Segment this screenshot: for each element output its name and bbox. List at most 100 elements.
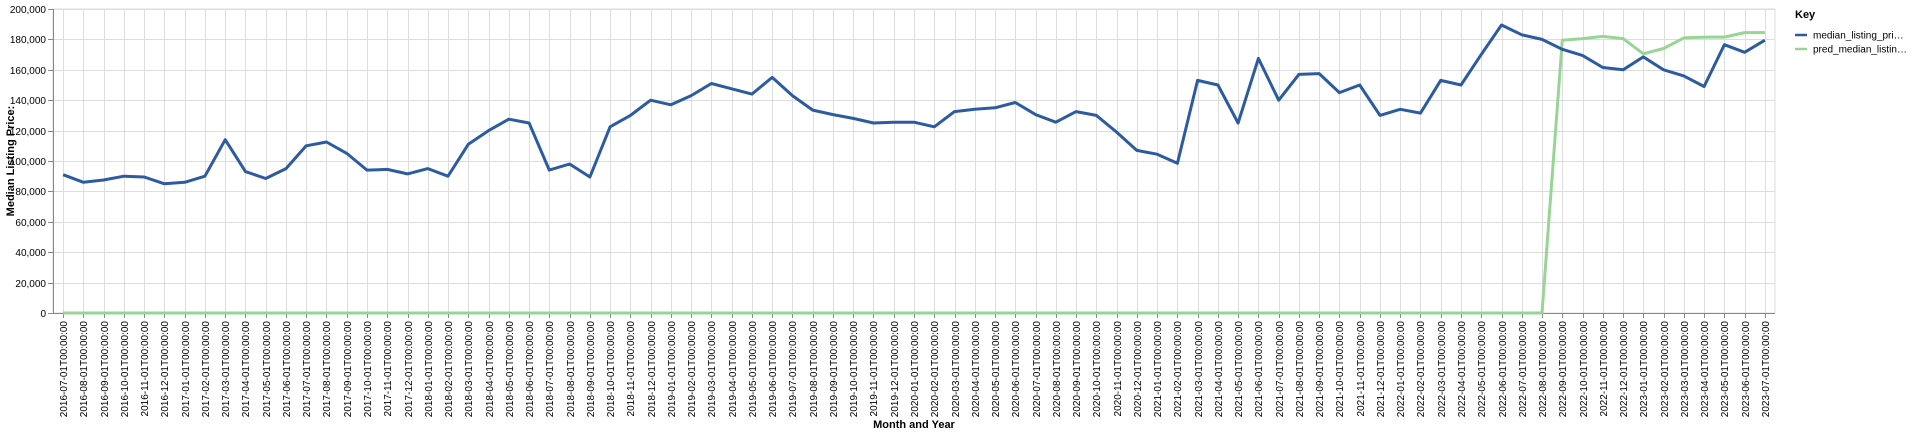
- x-tick-label: 2019-08-01T00:00:00: [809, 321, 820, 418]
- grid: [52, 8, 1776, 314]
- x-tick-label: 2021-07-01T00:00:00: [1275, 321, 1286, 418]
- x-tick-label: 2020-12-01T00:00:00: [1133, 321, 1144, 418]
- x-tick-label: 2017-10-01T00:00:00: [363, 321, 374, 418]
- x-tick-label: 2017-09-01T00:00:00: [343, 321, 354, 418]
- x-tick-label: 2017-11-01T00:00:00: [383, 321, 394, 417]
- y-tick-label: 80,000: [15, 187, 46, 198]
- x-axis-title: Month and Year: [873, 419, 955, 431]
- x-tick-label: 2019-03-01T00:00:00: [707, 321, 718, 418]
- x-tick-label: 2020-08-01T00:00:00: [1052, 321, 1063, 418]
- x-tick-label: 2016-08-01T00:00:00: [79, 321, 90, 418]
- x-tick-label: 2020-05-01T00:00:00: [991, 321, 1002, 418]
- x-tick-label: 2016-07-01T00:00:00: [59, 321, 70, 418]
- x-tick-label: 2022-09-01T00:00:00: [1558, 321, 1569, 418]
- x-tick-label: 2023-07-01T00:00:00: [1761, 321, 1772, 418]
- x-tick-label: 2017-08-01T00:00:00: [322, 321, 333, 418]
- x-tick-label: 2019-02-01T00:00:00: [687, 321, 698, 418]
- x-tick-label: 2022-03-01T00:00:00: [1437, 321, 1448, 418]
- x-tick-label: 2017-03-01T00:00:00: [221, 321, 232, 418]
- x-tick-label: 2018-04-01T00:00:00: [485, 321, 496, 418]
- y-axis-title: Median Listing Price:: [5, 106, 17, 217]
- x-tick-label: 2020-10-01T00:00:00: [1092, 321, 1103, 418]
- x-tick-label: 2017-05-01T00:00:00: [262, 321, 273, 418]
- y-tick-label: 120,000: [10, 127, 47, 138]
- x-tick-label: 2022-01-01T00:00:00: [1396, 321, 1407, 418]
- x-tick-label: 2018-10-01T00:00:00: [606, 321, 617, 418]
- y-tick-label: 200,000: [10, 5, 47, 16]
- x-tick-label: 2023-06-01T00:00:00: [1741, 321, 1752, 418]
- y-tick-label: 60,000: [15, 218, 46, 229]
- x-tick-label: 2022-07-01T00:00:00: [1518, 321, 1529, 418]
- x-tick-label: 2017-01-01T00:00:00: [181, 321, 192, 418]
- x-tick-label: 2016-10-01T00:00:00: [120, 321, 131, 418]
- y-tick-label: 20,000: [15, 279, 46, 290]
- legend-label: median_listing_pri…: [1813, 31, 1904, 42]
- x-tick-label: 2020-03-01T00:00:00: [951, 321, 962, 418]
- x-tick-label: 2020-07-01T00:00:00: [1032, 321, 1043, 418]
- x-tick-label: 2018-05-01T00:00:00: [505, 321, 516, 418]
- x-tick-label: 2016-09-01T00:00:00: [100, 321, 111, 418]
- x-tick-label: 2023-02-01T00:00:00: [1660, 321, 1671, 418]
- legend-label: pred_median_listin…: [1813, 45, 1907, 56]
- axes: 0 20,000 40,000 60,000 80,000 100,000 120,000 1…: [5, 5, 1775, 431]
- x-tick-label: 2018-07-01T00:00:00: [545, 321, 556, 418]
- x-tick-label: 2016-11-01T00:00:00: [140, 321, 151, 417]
- x-tick-label: 2022-08-01T00:00:00: [1538, 321, 1549, 418]
- x-tick-label: 2019-07-01T00:00:00: [788, 321, 799, 418]
- x-tick-label: 2021-10-01T00:00:00: [1335, 321, 1346, 418]
- x-tick-label: 2020-09-01T00:00:00: [1072, 321, 1083, 418]
- x-tick-label: 2021-04-01T00:00:00: [1214, 321, 1225, 418]
- x-tick-label: 2019-05-01T00:00:00: [748, 321, 759, 418]
- series-lines: [62, 23, 1766, 315]
- x-tick-label: 2021-12-01T00:00:00: [1376, 321, 1387, 418]
- x-tick-label: 2020-11-01T00:00:00: [1113, 321, 1124, 417]
- x-tick-label: 2018-08-01T00:00:00: [566, 321, 577, 418]
- x-tick-label: 2023-01-01T00:00:00: [1639, 321, 1650, 418]
- legend: Key median_listing_pri… pred_median_listin…: [1795, 9, 1907, 56]
- x-tick-label: 2022-12-01T00:00:00: [1619, 321, 1630, 418]
- x-tick-label: 2017-12-01T00:00:00: [404, 321, 415, 418]
- x-tick-label: 2020-02-01T00:00:00: [930, 321, 941, 418]
- x-tick-label: 2017-04-01T00:00:00: [241, 321, 252, 418]
- x-tick-label: 2018-03-01T00:00:00: [464, 321, 475, 418]
- y-tick-label: 180,000: [10, 35, 47, 46]
- x-tick-label: 2018-12-01T00:00:00: [647, 321, 658, 418]
- y-tick-label: 160,000: [10, 66, 47, 77]
- legend-title: Key: [1795, 9, 1816, 21]
- x-tick-label: 2017-06-01T00:00:00: [282, 321, 293, 418]
- x-tick-label: 2018-02-01T00:00:00: [444, 321, 455, 418]
- x-tick-label: 2020-01-01T00:00:00: [910, 321, 921, 418]
- x-tick-label: 2022-02-01T00:00:00: [1416, 321, 1427, 418]
- x-tick-label: 2021-08-01T00:00:00: [1295, 321, 1306, 418]
- x-tick-label: 2022-10-01T00:00:00: [1579, 321, 1590, 418]
- x-tick-label: 2023-03-01T00:00:00: [1680, 321, 1691, 418]
- x-tick-label: 2021-05-01T00:00:00: [1234, 321, 1245, 418]
- x-tick-label: 2018-09-01T00:00:00: [586, 321, 597, 418]
- x-tick-label: 2021-01-01T00:00:00: [1153, 321, 1164, 418]
- x-tick-label: 2023-05-01T00:00:00: [1720, 321, 1731, 418]
- x-tick-label: 2019-11-01T00:00:00: [869, 321, 880, 417]
- x-tick-label: 2018-06-01T00:00:00: [525, 321, 536, 418]
- x-tick-label: 2019-09-01T00:00:00: [829, 321, 840, 418]
- x-tick-label: 2021-09-01T00:00:00: [1315, 321, 1326, 418]
- x-tick-label: 2019-01-01T00:00:00: [667, 321, 678, 418]
- x-tick-label: 2017-07-01T00:00:00: [302, 321, 313, 418]
- x-tick-label: 2022-11-01T00:00:00: [1599, 321, 1610, 417]
- x-tick-label: 2019-06-01T00:00:00: [768, 321, 779, 418]
- x-tick-label: 2021-03-01T00:00:00: [1194, 321, 1205, 418]
- x-tick-label: 2022-06-01T00:00:00: [1498, 321, 1509, 418]
- x-tick-label: 2021-06-01T00:00:00: [1254, 321, 1265, 418]
- x-tick-label: 2023-04-01T00:00:00: [1700, 321, 1711, 418]
- x-tick-label: 2019-04-01T00:00:00: [728, 321, 739, 418]
- series-line: [62, 23, 1766, 186]
- y-tick-label: 40,000: [15, 248, 46, 259]
- x-tick-label: 2016-12-01T00:00:00: [160, 321, 171, 418]
- x-tick-label: 2022-05-01T00:00:00: [1477, 321, 1488, 418]
- x-tick-label: 2018-11-01T00:00:00: [626, 321, 637, 417]
- y-tick-label: 0: [40, 309, 46, 320]
- x-tick-label: 2018-01-01T00:00:00: [424, 321, 435, 418]
- x-tick-label: 2021-11-01T00:00:00: [1356, 321, 1367, 417]
- y-tick-label: 140,000: [10, 96, 47, 107]
- x-tick-label: 2020-06-01T00:00:00: [1011, 321, 1022, 418]
